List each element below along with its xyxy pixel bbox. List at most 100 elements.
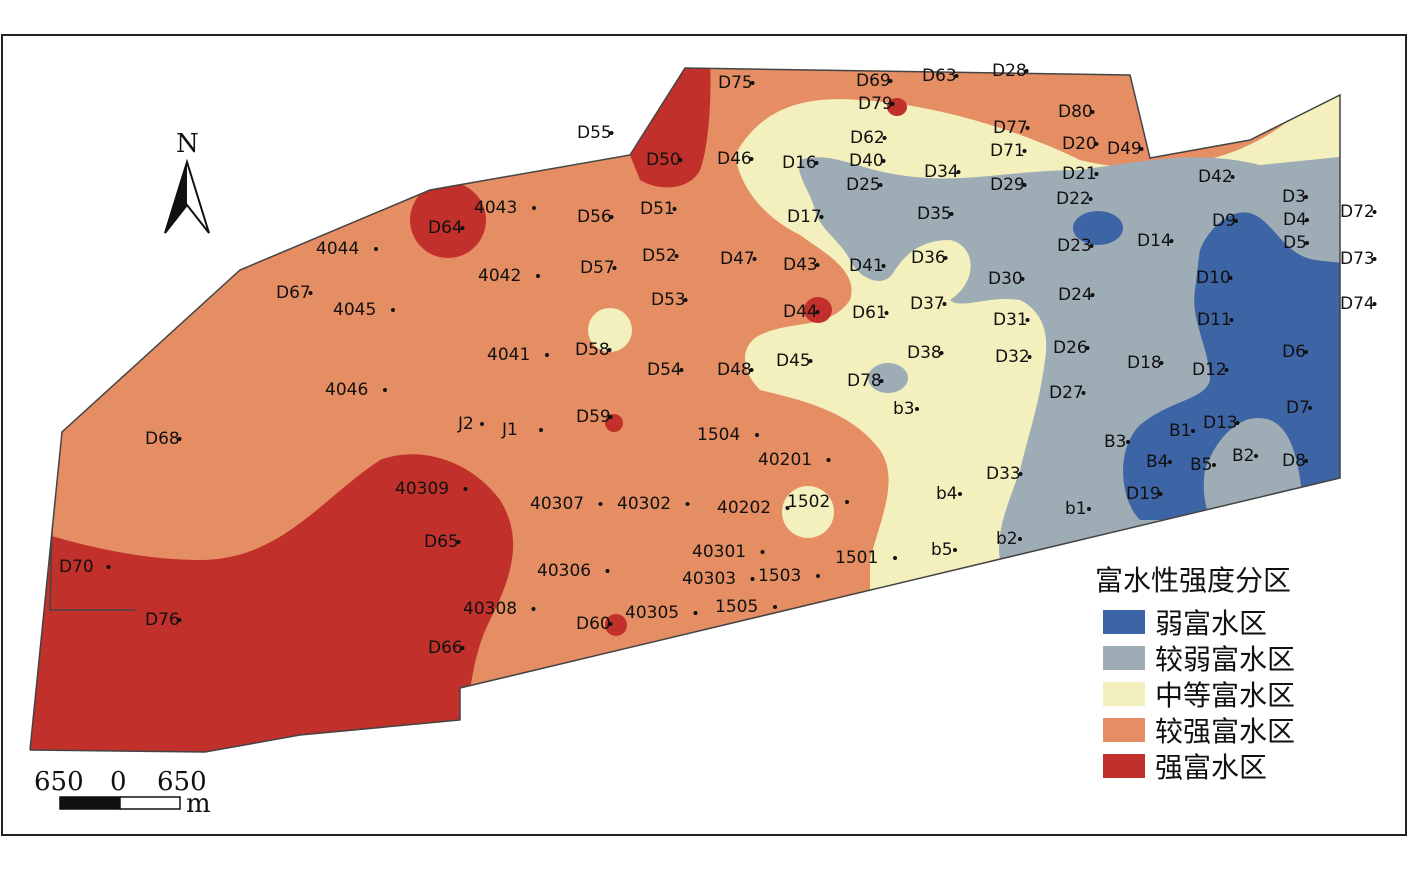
borehole-label: b2 (996, 529, 1018, 549)
borehole-label: 1502 (787, 492, 830, 512)
borehole-point (177, 437, 182, 441)
borehole-point (1139, 147, 1144, 151)
borehole-point (954, 74, 959, 78)
borehole-label: 4045 (333, 300, 376, 320)
borehole-label: D52 (642, 246, 677, 266)
scale-mid: 0 (110, 767, 127, 797)
borehole-label: 4041 (487, 345, 530, 365)
borehole-label: 40202 (717, 498, 771, 518)
legend-label: 强富水区 (1155, 751, 1267, 784)
borehole-label: D33 (986, 464, 1021, 484)
borehole-label: D42 (1198, 167, 1233, 187)
borehole-label: D47 (720, 249, 755, 269)
borehole-point (878, 183, 883, 187)
borehole-point (177, 618, 182, 622)
borehole-label: B3 (1104, 432, 1126, 452)
borehole-label: D36 (911, 248, 946, 268)
borehole-label: D11 (1197, 310, 1232, 330)
borehole-point (612, 266, 617, 270)
borehole-point (1191, 429, 1195, 433)
borehole-label: D13 (1203, 413, 1238, 433)
borehole-label: 40305 (625, 603, 679, 623)
borehole-label: B4 (1146, 452, 1168, 472)
borehole-point (750, 577, 755, 581)
borehole-point (814, 161, 819, 165)
borehole-point (532, 206, 536, 210)
borehole-label: D72 (1340, 202, 1375, 222)
north-arrow-fill-icon (165, 162, 187, 233)
borehole-label: D17 (787, 207, 822, 227)
north-arrow: N (164, 129, 210, 234)
borehole-point (1087, 507, 1091, 511)
borehole-label: 40201 (758, 450, 812, 470)
borehole-point (1024, 69, 1029, 73)
borehole-label: 4044 (316, 239, 359, 259)
borehole-label: D53 (651, 290, 686, 310)
borehole-point (1159, 361, 1164, 365)
borehole-label: D20 (1062, 134, 1097, 154)
borehole-point (749, 157, 754, 161)
borehole-point (685, 502, 690, 506)
borehole-label: D6 (1282, 342, 1306, 362)
borehole-label: D71 (990, 141, 1025, 161)
borehole-label: D35 (917, 204, 952, 224)
borehole-point (1308, 406, 1312, 410)
borehole-point (785, 506, 790, 510)
borehole-point (819, 215, 824, 219)
borehole-label: 40306 (537, 561, 591, 581)
borehole-point (674, 254, 679, 258)
borehole-point (1305, 218, 1309, 222)
borehole-point (463, 487, 468, 491)
borehole-label: D10 (1196, 268, 1231, 288)
borehole-label: D50 (646, 150, 681, 170)
borehole-label: 4042 (478, 266, 521, 286)
borehole-label: D16 (782, 153, 817, 173)
borehole-point (1235, 421, 1240, 425)
borehole-point (1372, 257, 1377, 261)
borehole-point (1088, 197, 1093, 201)
borehole-point (956, 170, 961, 174)
borehole-label: D58 (575, 340, 610, 360)
borehole-point (815, 310, 820, 314)
borehole-point (1224, 368, 1229, 372)
borehole-label: 40308 (463, 599, 517, 619)
borehole-point (608, 415, 613, 419)
borehole-point (1025, 126, 1030, 130)
borehole-label: D44 (783, 302, 818, 322)
borehole-label: D70 (59, 557, 94, 577)
borehole-label: D14 (1137, 231, 1172, 251)
borehole-point (383, 388, 387, 392)
borehole-point (888, 79, 893, 83)
borehole-label: B1 (1169, 421, 1191, 441)
borehole-point (1304, 195, 1308, 199)
zone-strong-d44 (804, 297, 832, 323)
borehole-label: D19 (1126, 484, 1161, 504)
borehole-point (1090, 110, 1095, 114)
borehole-label: D12 (1192, 360, 1227, 380)
zone-strong-d60 (605, 614, 627, 636)
borehole-label: D56 (577, 207, 612, 227)
borehole-point (609, 131, 614, 135)
borehole-point (1022, 183, 1027, 187)
borehole-point (536, 274, 540, 278)
borehole-label: b1 (1065, 499, 1087, 519)
borehole-label: 1503 (758, 566, 801, 586)
borehole-point (1304, 350, 1308, 354)
borehole-point (106, 565, 111, 569)
borehole-label: D49 (1107, 139, 1142, 159)
borehole-label: D69 (856, 71, 891, 91)
borehole-label: D68 (145, 429, 180, 449)
borehole-label: D18 (1127, 353, 1162, 373)
borehole-label: D66 (428, 638, 463, 658)
borehole-label: D67 (276, 283, 311, 303)
borehole-label: D57 (580, 258, 615, 278)
borehole-point (808, 359, 813, 363)
borehole-label: D64 (428, 218, 463, 238)
borehole-label: D41 (849, 256, 884, 276)
borehole-point (1168, 460, 1172, 464)
legend-swatch (1103, 718, 1145, 742)
borehole-label: D28 (992, 61, 1027, 81)
borehole-label: D48 (717, 360, 752, 380)
legend-label: 弱富水区 (1155, 607, 1267, 640)
